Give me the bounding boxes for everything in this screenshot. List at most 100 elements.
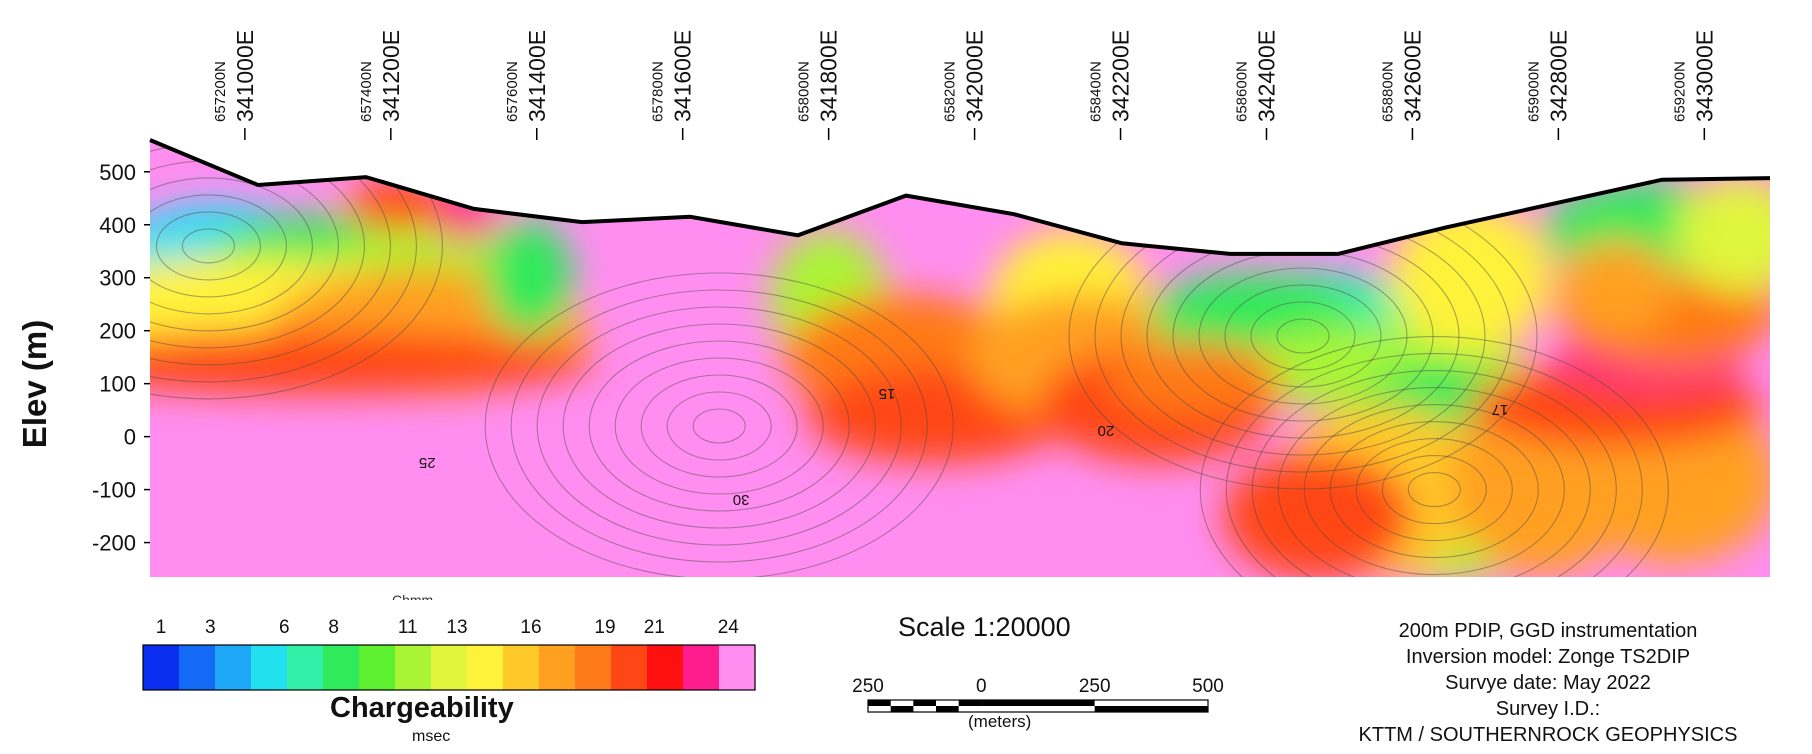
contour-line: [150, 194, 287, 298]
contour-line: [484, 272, 954, 577]
northing-label: 658000N: [796, 61, 813, 122]
y-tick-label: -200: [92, 531, 136, 556]
northing-label: 658800N: [1379, 61, 1396, 122]
colorbar-swatch: [683, 645, 720, 690]
colorbar-swatch: [431, 645, 468, 690]
colorbar: [142, 644, 756, 691]
colorbar-swatch: [179, 645, 216, 690]
northing-label: 658600N: [1233, 61, 1250, 122]
colorbar-tick-label: 21: [644, 617, 665, 638]
chargeability-blob: [1558, 240, 1676, 336]
contour-line: [1251, 370, 1617, 577]
easting-label: 342400E: [1253, 30, 1279, 122]
contour-label: 30: [733, 491, 750, 508]
scale-units: (meters): [968, 712, 1032, 731]
colorbar-swatch: [143, 645, 180, 690]
info-line-2: Inversion model: Zonge TS2DIP: [1405, 646, 1691, 668]
northing-label: 658200N: [942, 61, 959, 122]
colorbar-swatch: [539, 645, 576, 690]
northing-label: 658400N: [1088, 61, 1105, 122]
contour-line: [1225, 353, 1643, 577]
chargeability-blob: [150, 330, 596, 395]
section-plot: [150, 140, 1770, 577]
y-tick-label: 0: [124, 425, 136, 450]
y-tick-label: 400: [99, 213, 136, 238]
contour-line: [150, 140, 391, 366]
y-tick-label: 300: [99, 266, 136, 291]
contour-line: [1407, 472, 1461, 508]
contour-line: [510, 289, 928, 563]
scale-bar-label: 250: [852, 676, 884, 697]
contour-line: [1250, 301, 1356, 371]
northing-label: 659200N: [1671, 61, 1688, 122]
colorbar-frame: [142, 644, 756, 691]
scale-bar-labels: 250 0 250 500: [852, 676, 1224, 697]
easting-label: 341800E: [816, 30, 842, 122]
contour-line: [1329, 421, 1539, 559]
scale-bar-segment: [913, 700, 936, 706]
contour-line: [666, 391, 772, 461]
scale-bar-frame: [867, 699, 1209, 713]
y-tick-label: 500: [99, 160, 136, 185]
colorbar-tick-label: 19: [594, 617, 615, 638]
contour-line: [1277, 387, 1591, 577]
contour-line: [692, 408, 746, 444]
contour-line: [1198, 267, 1408, 405]
colorbar-tick-label: 6: [279, 617, 290, 638]
contour-line: [588, 340, 850, 512]
colorbar-ticks: 1 3 6 8 11 13 16 19 21 24: [156, 617, 740, 638]
easting-label: 342600E: [1399, 30, 1425, 122]
contour-line: [181, 228, 235, 264]
colorbar-swatch: [647, 645, 684, 690]
colorbar-swatch: [323, 645, 360, 690]
contour-line: [614, 357, 824, 495]
easting-label: 343000E: [1691, 30, 1717, 122]
scale-bar-segment: [868, 700, 891, 706]
colorbar-swatch: [719, 645, 756, 690]
y-axis-title: Elev (m): [16, 320, 53, 448]
colorbar-partial-label: Chmm: [392, 592, 434, 600]
scale-bar-segment: [936, 706, 959, 712]
easting-label: 341400E: [524, 30, 550, 122]
info-line-5: KTTM / SOUTHERNROCK GEOPHYSICS: [1358, 724, 1738, 746]
easting-label: 341000E: [232, 30, 258, 122]
y-axis: 500 400 300 200 100 0 -100 -200: [92, 160, 150, 556]
scale-bar-label: 0: [976, 676, 987, 697]
colorbar-tick-label: 11: [398, 617, 418, 638]
contour-label: 25: [419, 454, 436, 471]
easting-label: 342200E: [1108, 30, 1134, 122]
scale-bar-segment: [981, 700, 1095, 706]
scale-bar-segment: [958, 700, 982, 706]
chargeability-blob: [1390, 203, 1552, 352]
colorbar-swatch: [467, 645, 504, 690]
northing-label: 657400N: [358, 61, 375, 122]
chargeability-blob: [1675, 177, 1770, 294]
contour-line: [640, 374, 798, 478]
info-line-1: 200m PDIP, GGD instrumentation: [1398, 620, 1698, 642]
colorbar-swatch: [575, 645, 612, 690]
scale-bar: [867, 699, 1209, 713]
chargeability-blob: [1105, 341, 1282, 416]
y-tick-label: 100: [99, 372, 136, 397]
contour-label: 20: [1098, 422, 1115, 439]
topography-line: [149, 138, 1771, 256]
scale-bar-segment: [890, 706, 914, 712]
northing-label: 657200N: [212, 61, 229, 122]
colorbar-unit: msec: [412, 728, 451, 745]
colorbar-title: Chargeability: [330, 692, 514, 724]
colorbar-tick-label: 16: [520, 617, 541, 638]
colorbar-swatch: [287, 645, 324, 690]
contour-label: 17: [1492, 401, 1509, 418]
contour-line: [562, 323, 876, 529]
northing-label: 659000N: [1525, 61, 1542, 122]
northing-label: 657600N: [504, 61, 521, 122]
colorbar-swatch: [503, 645, 540, 690]
contour-line: [150, 140, 443, 400]
easting-label: 342800E: [1545, 30, 1571, 122]
contour-line: [1303, 404, 1565, 576]
colorbar-swatch: [251, 645, 288, 690]
easting-label: 342000E: [962, 30, 988, 122]
colorbar-tick-label: 24: [718, 617, 740, 638]
